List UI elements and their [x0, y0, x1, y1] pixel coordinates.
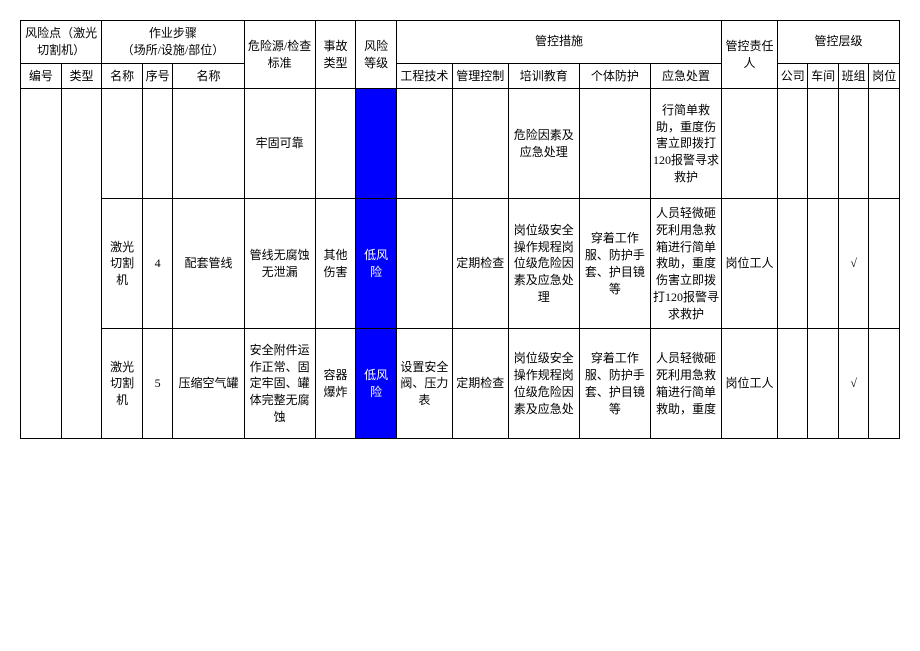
header-risk-point: 风险点（激光切割机）	[21, 21, 102, 64]
header-m-train: 培训教育	[508, 63, 579, 89]
cell-responsible: 岗位工人	[722, 329, 778, 439]
header-step-name2: 名称	[173, 63, 244, 89]
header-control-level: 管控层级	[777, 21, 899, 64]
cell-seq: 4	[142, 199, 172, 329]
cell-step-name: 配套管线	[173, 199, 244, 329]
cell-name	[102, 89, 143, 199]
cell-ppe: 穿着工作服、防护手套、护目镜等	[579, 329, 650, 439]
cell-eng: 设置安全阀、压力表	[396, 329, 452, 439]
header-lv-workshop: 车间	[808, 63, 838, 89]
header-type: 类型	[61, 63, 102, 89]
table-row: 激光切割机 5 压缩空气罐 安全附件运作正常、固定牢固、罐体完整无腐蚀 容器爆炸…	[21, 329, 900, 439]
cell-lv-team: √	[838, 329, 868, 439]
cell-lv-company	[777, 199, 807, 329]
cell-lv-company	[777, 89, 807, 199]
cell-lv-workshop	[808, 199, 838, 329]
cell-lv-post	[869, 329, 900, 439]
cell-lv-company	[777, 329, 807, 439]
cell-emerg: 人员轻微砸死利用急救箱进行简单救助，重度伤害立即拨打120报警寻求救护	[650, 199, 721, 329]
cell-hazard: 安全附件运作正常、固定牢固、罐体完整无腐蚀	[244, 329, 315, 439]
cell-lv-workshop	[808, 329, 838, 439]
cell-name: 激光切割机	[102, 329, 143, 439]
header-m-emerg: 应急处置	[650, 63, 721, 89]
cell-accident: 容器爆炸	[315, 329, 356, 439]
cell-emerg: 行简单救助，重度伤害立即拨打120报警寻求救护	[650, 89, 721, 199]
table-header: 风险点（激光切割机） 作业步骤 （场所/设施/部位） 危险源/检查标准 事故类型…	[21, 21, 900, 89]
cell-mgmt	[452, 89, 508, 199]
cell-accident: 其他伤害	[315, 199, 356, 329]
cell-risk	[356, 89, 397, 199]
cell-name: 激光切割机	[102, 199, 143, 329]
cell-ppe	[579, 89, 650, 199]
cell-responsible	[722, 89, 778, 199]
cell-mgmt: 定期检查	[452, 199, 508, 329]
cell-seq	[142, 89, 172, 199]
cell-accident	[315, 89, 356, 199]
header-id: 编号	[21, 63, 62, 89]
header-measures: 管控措施	[396, 21, 721, 64]
cell-lv-team	[838, 89, 868, 199]
cell-responsible: 岗位工人	[722, 199, 778, 329]
header-hazard: 危险源/检查标准	[244, 21, 315, 89]
cell-id	[21, 89, 62, 439]
risk-table: 风险点（激光切割机） 作业步骤 （场所/设施/部位） 危险源/检查标准 事故类型…	[20, 20, 900, 439]
cell-step-name	[173, 89, 244, 199]
table-row: 牢固可靠 危险因素及应急处理 行简单救助，重度伤害立即拨打120报警寻求救护	[21, 89, 900, 199]
cell-seq: 5	[142, 329, 172, 439]
cell-mgmt: 定期检查	[452, 329, 508, 439]
header-step-name1: 名称	[102, 63, 143, 89]
table-row: 激光切割机 4 配套管线 管线无腐蚀无泄漏 其他伤害 低风险 定期检查 岗位级安…	[21, 199, 900, 329]
header-lv-team: 班组	[838, 63, 868, 89]
cell-emerg: 人员轻微砸死利用急救箱进行简单救助，重度	[650, 329, 721, 439]
cell-lv-team: √	[838, 199, 868, 329]
header-m-eng: 工程技术	[396, 63, 452, 89]
cell-risk: 低风险	[356, 199, 397, 329]
cell-hazard: 牢固可靠	[244, 89, 315, 199]
cell-lv-post	[869, 199, 900, 329]
header-accident: 事故类型	[315, 21, 356, 89]
cell-eng	[396, 89, 452, 199]
cell-train: 岗位级安全操作规程岗位级危险因素及应急处	[508, 329, 579, 439]
table-body: 牢固可靠 危险因素及应急处理 行简单救助，重度伤害立即拨打120报警寻求救护 激…	[21, 89, 900, 439]
header-responsible: 管控责任人	[722, 21, 778, 89]
header-step-seq: 序号	[142, 63, 172, 89]
cell-eng	[396, 199, 452, 329]
cell-train: 危险因素及应急处理	[508, 89, 579, 199]
cell-lv-workshop	[808, 89, 838, 199]
cell-ppe: 穿着工作服、防护手套、护目镜等	[579, 199, 650, 329]
header-risk-level: 风险等级	[356, 21, 397, 89]
header-lv-post: 岗位	[869, 63, 900, 89]
cell-step-name: 压缩空气罐	[173, 329, 244, 439]
header-m-mgmt: 管理控制	[452, 63, 508, 89]
cell-hazard: 管线无腐蚀无泄漏	[244, 199, 315, 329]
cell-train: 岗位级安全操作规程岗位级危险因素及应急处理	[508, 199, 579, 329]
header-step-group: 作业步骤 （场所/设施/部位）	[102, 21, 244, 64]
cell-risk: 低风险	[356, 329, 397, 439]
cell-type	[61, 89, 102, 439]
header-lv-company: 公司	[777, 63, 807, 89]
header-m-ppe: 个体防护	[579, 63, 650, 89]
cell-lv-post	[869, 89, 900, 199]
